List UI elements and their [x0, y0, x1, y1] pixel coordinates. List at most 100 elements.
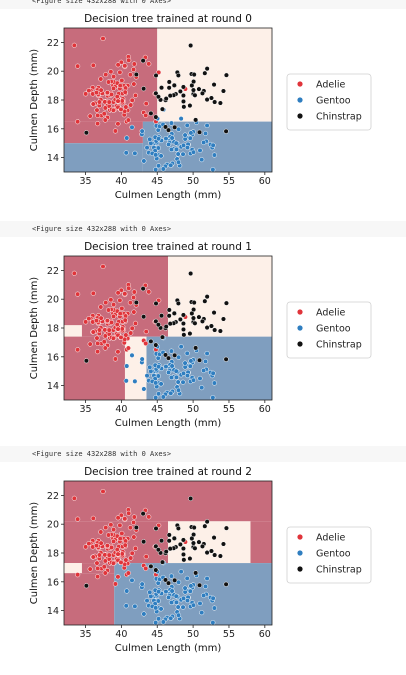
point-gentoo: [132, 150, 138, 156]
point-adelie: [115, 290, 121, 296]
point-adelie: [126, 57, 132, 63]
point-chinstrap: [148, 110, 154, 116]
point-chinstrap: [153, 114, 159, 120]
point-gentoo: [156, 136, 162, 142]
point-chinstrap: [153, 525, 159, 532]
point-adelie: [115, 62, 121, 68]
decision-region-chinstrap: [157, 28, 272, 122]
point-gentoo: [175, 612, 182, 618]
point-chinstrap: [155, 322, 161, 328]
legend-marker-chinstrap: [297, 566, 303, 572]
y-tick-label: 16: [47, 577, 59, 588]
point-gentoo: [178, 344, 184, 350]
point-adelie: [108, 522, 114, 528]
point-gentoo: [180, 604, 186, 610]
point-gentoo: [210, 626, 215, 631]
legend-marker-gentoo: [297, 97, 303, 103]
point-gentoo: [188, 130, 194, 136]
point-chinstrap: [140, 58, 146, 64]
x-tick-label: 55: [223, 404, 235, 415]
chart-title: Decision tree trained at round 2: [84, 466, 252, 478]
x-tick-label: 50: [187, 176, 199, 187]
point-chinstrap: [202, 70, 208, 76]
point-adelie: [129, 97, 135, 103]
point-chinstrap: [148, 563, 154, 569]
point-adelie: [101, 339, 107, 345]
point-adelie: [111, 538, 117, 544]
point-chinstrap: [223, 128, 229, 134]
point-chinstrap: [159, 334, 165, 340]
point-gentoo: [201, 367, 207, 374]
point-adelie: [126, 285, 132, 291]
point-adelie: [143, 101, 149, 107]
x-tick-label: 35: [79, 629, 91, 640]
x-tick-label: 50: [187, 404, 199, 415]
point-chinstrap: [163, 96, 169, 102]
point-gentoo: [201, 139, 207, 146]
point-adelie: [87, 341, 93, 347]
point-adelie: [93, 90, 99, 96]
point-gentoo: [175, 387, 182, 393]
point-adelie: [75, 119, 81, 125]
point-gentoo: [160, 166, 166, 172]
point-chinstrap: [133, 524, 139, 531]
point-chinstrap: [180, 98, 187, 105]
point-adelie: [87, 113, 93, 119]
point-gentoo: [184, 373, 191, 379]
x-tick-label: 55: [223, 629, 235, 640]
point-chinstrap: [140, 286, 146, 292]
point-adelie: [123, 313, 129, 319]
figure-1: Decision tree trained at round 1 35 40 45 50…: [0, 234, 406, 446]
point-chinstrap: [204, 519, 210, 525]
point-chinstrap: [180, 326, 187, 333]
point-chinstrap: [162, 577, 169, 583]
point-gentoo: [132, 378, 138, 384]
point-adelie: [111, 302, 117, 308]
point-adelie: [119, 98, 125, 104]
point-gentoo: [210, 395, 216, 400]
x-tick-label: 60: [259, 404, 271, 415]
point-chinstrap: [141, 314, 147, 320]
figure-caption-1: <Figure size 432x288 with 0 Axes>: [0, 221, 406, 237]
point-gentoo: [175, 604, 181, 610]
legend-marker-adelie: [297, 309, 303, 315]
point-chinstrap: [188, 270, 194, 277]
point-chinstrap: [153, 342, 159, 348]
point-chinstrap: [204, 325, 210, 331]
point-adelie: [122, 542, 128, 548]
point-chinstrap: [180, 84, 186, 90]
point-gentoo: [190, 602, 197, 608]
point-chinstrap: [148, 338, 154, 344]
legend-label-chinstrap: Chinstrap: [316, 565, 362, 576]
point-chinstrap: [217, 328, 223, 334]
point-gentoo: [173, 374, 180, 380]
point-gentoo: [187, 363, 193, 369]
point-adelie: [132, 545, 139, 551]
point-chinstrap: [153, 318, 159, 324]
point-chinstrap: [163, 549, 169, 555]
point-gentoo: [163, 363, 169, 370]
point-adelie: [96, 552, 102, 558]
point-gentoo: [153, 605, 159, 611]
point-adelie: [131, 289, 137, 295]
point-chinstrap: [153, 543, 159, 549]
point-gentoo: [210, 620, 216, 625]
point-chinstrap: [217, 100, 223, 106]
point-gentoo: [204, 575, 210, 582]
y-tick-label: 22: [47, 266, 59, 277]
point-adelie: [90, 101, 96, 107]
point-adelie: [106, 552, 112, 558]
point-gentoo: [201, 592, 207, 599]
point-chinstrap: [193, 570, 199, 576]
x-tick-label: 40: [115, 629, 127, 640]
point-adelie: [122, 516, 128, 522]
point-adelie: [122, 291, 128, 297]
point-chinstrap: [133, 71, 139, 78]
point-adelie: [131, 519, 137, 526]
point-gentoo: [153, 395, 159, 400]
point-gentoo: [141, 158, 147, 164]
point-gentoo: [199, 610, 205, 616]
point-gentoo: [180, 379, 186, 385]
point-chinstrap: [220, 88, 227, 94]
legend-label-gentoo: Gentoo: [316, 96, 351, 107]
